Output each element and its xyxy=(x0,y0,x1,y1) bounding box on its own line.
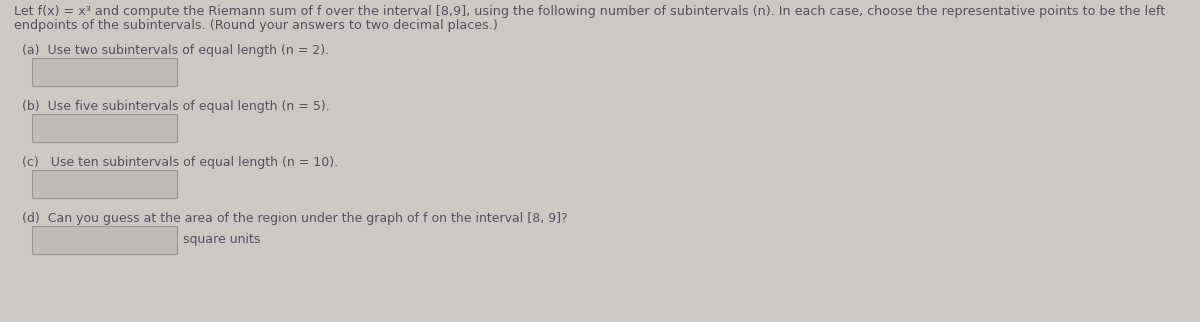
Text: (b)  Use five subintervals of equal length (n = 5).: (b) Use five subintervals of equal lengt… xyxy=(22,100,330,113)
FancyBboxPatch shape xyxy=(32,58,178,86)
FancyBboxPatch shape xyxy=(32,114,178,142)
Text: (a)  Use two subintervals of equal length (n = 2).: (a) Use two subintervals of equal length… xyxy=(22,44,329,57)
Text: Let f(x) = x³ and compute the Riemann sum of f over the interval [8,9], using th: Let f(x) = x³ and compute the Riemann su… xyxy=(14,5,1165,18)
FancyBboxPatch shape xyxy=(32,170,178,198)
Text: (c)   Use ten subintervals of equal length (n = 10).: (c) Use ten subintervals of equal length… xyxy=(22,156,338,169)
Text: square units: square units xyxy=(182,233,260,247)
Text: (d)  Can you guess at the area of the region under the graph of f on the interva: (d) Can you guess at the area of the reg… xyxy=(22,212,568,225)
Text: endpoints of the subintervals. (Round your answers to two decimal places.): endpoints of the subintervals. (Round yo… xyxy=(14,19,498,32)
FancyBboxPatch shape xyxy=(32,226,178,254)
